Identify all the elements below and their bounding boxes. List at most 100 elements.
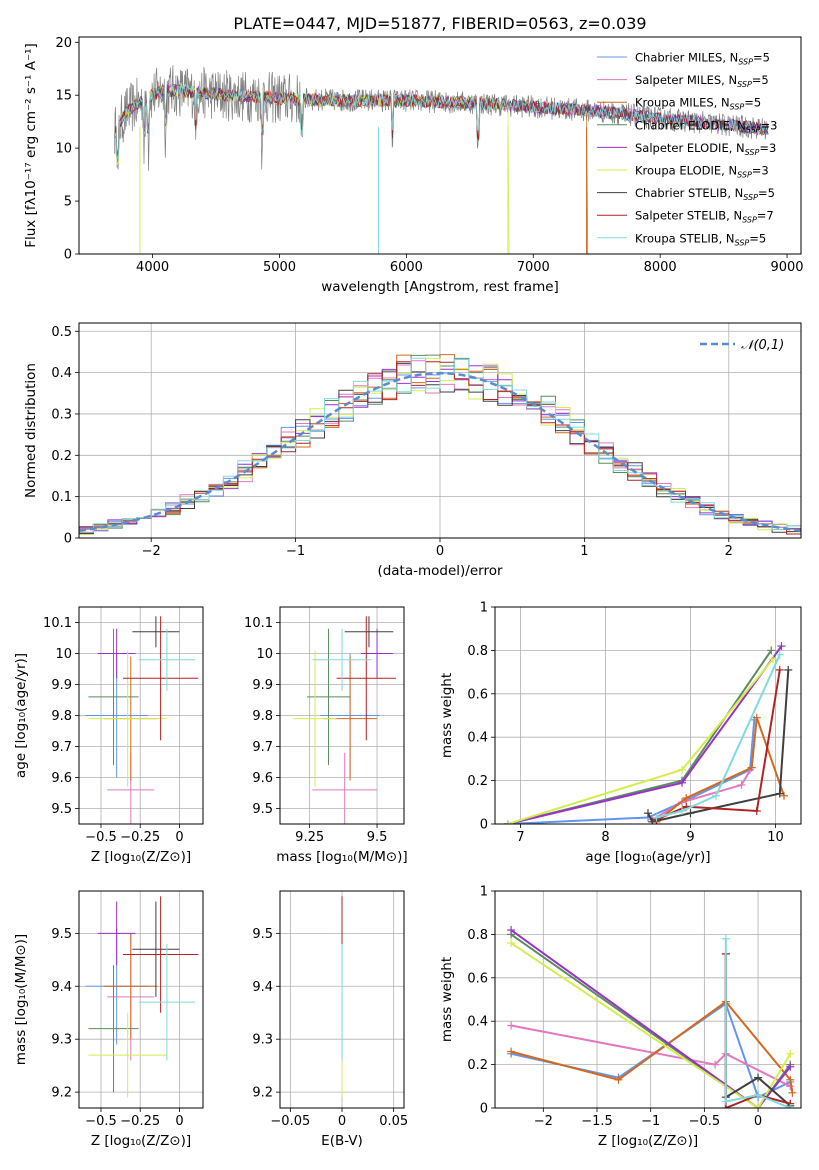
y-tick-label: 0.3 bbox=[51, 407, 72, 422]
y-tick-label: 9.5 bbox=[51, 802, 72, 817]
y-tick-label: 1 bbox=[480, 601, 488, 616]
y-axis-label: mass weight bbox=[439, 957, 455, 1042]
weight-marker bbox=[786, 1104, 795, 1108]
residual-histogram bbox=[79, 357, 801, 538]
y-tick-label: 9.8 bbox=[252, 709, 273, 724]
weight-marker bbox=[652, 813, 661, 822]
legend-label: Salpeter STELIB, NSSP=7 bbox=[635, 209, 774, 225]
y-tick-label: 10 bbox=[55, 142, 72, 157]
errorbar-point bbox=[88, 628, 139, 766]
weight-marker bbox=[678, 778, 686, 787]
weight-line bbox=[510, 942, 792, 1108]
legend-label: Kroupa STELIB, NSSP=5 bbox=[635, 231, 766, 247]
y-tick-label: 9.6 bbox=[252, 771, 273, 786]
errorbar-point bbox=[104, 933, 158, 1040]
weight-marker bbox=[503, 820, 512, 824]
weight-marker bbox=[721, 934, 730, 943]
errorbar-point bbox=[132, 901, 180, 997]
weight-marker bbox=[721, 1097, 730, 1106]
y-tick-label: 9.5 bbox=[252, 802, 273, 817]
x-axis-label: (data-model)/error bbox=[377, 563, 503, 579]
errorbar-point bbox=[138, 628, 196, 691]
weight-marker bbox=[768, 655, 777, 664]
errorbar-point bbox=[336, 616, 396, 741]
x-axis-label: E(B-V) bbox=[321, 1133, 363, 1149]
errorbar-point bbox=[312, 628, 372, 691]
y-tick-label: 10.1 bbox=[244, 616, 273, 631]
errorbar-point bbox=[138, 943, 196, 1061]
axes-frame-residuals bbox=[78, 322, 802, 539]
x-tick-label: −1.5 bbox=[581, 1114, 613, 1129]
x-tick-label: 9 bbox=[686, 830, 694, 845]
x-tick-label: −1 bbox=[286, 544, 305, 559]
legend-label: Salpeter ELODIE, NSSP=3 bbox=[635, 141, 776, 157]
plot-area-z_mass bbox=[79, 891, 203, 1108]
plot-area-z_weight bbox=[495, 891, 801, 1108]
axes-frame-age_weight bbox=[494, 606, 802, 825]
errorbar-point bbox=[312, 752, 378, 824]
errorbar-point bbox=[306, 628, 351, 766]
axes-frame-z_mass bbox=[78, 890, 204, 1109]
weight-marker bbox=[644, 809, 652, 818]
plot-area-age_weight bbox=[495, 607, 801, 824]
x-tick-label: −0.5 bbox=[85, 1114, 117, 1129]
x-tick-label: 7 bbox=[516, 830, 524, 845]
weight-line bbox=[510, 1024, 791, 1088]
x-tick-label: 5000 bbox=[263, 260, 296, 275]
legend-label: 𝒩(0,1) bbox=[741, 338, 784, 353]
weight-marker bbox=[682, 793, 691, 802]
y-tick-label: 0.1 bbox=[51, 490, 72, 505]
x-tick-label: 0.05 bbox=[379, 1114, 408, 1129]
y-axis-label: Normed distribution bbox=[23, 363, 39, 498]
weight-marker bbox=[507, 1021, 516, 1030]
y-tick-label: 9.2 bbox=[252, 1086, 273, 1101]
x-tick-label: −0.5 bbox=[85, 830, 117, 845]
axes-age_weight: 7 8 9 10 0 0.2 0.4 0.6 0.8 1 age [log₁₀(age/yr)] ma… bbox=[439, 601, 802, 865]
x-tick-label: 8 bbox=[601, 830, 609, 845]
legend-label: Salpeter MILES, NSSP=5 bbox=[635, 73, 769, 89]
weight-marker bbox=[737, 780, 746, 789]
y-tick-label: 15 bbox=[55, 89, 72, 104]
y-axis-label: age [log₁₀(age/yr)] bbox=[13, 653, 29, 778]
errorbar-point bbox=[88, 965, 139, 1093]
errorbar-point bbox=[122, 616, 199, 741]
y-tick-label: 9.3 bbox=[252, 1033, 273, 1048]
model-spectrum bbox=[114, 83, 769, 160]
axes-spectrum: 4000 5000 6000 7000 8000 9000 0 5 10 15 20 waveleng… bbox=[23, 36, 804, 295]
y-tick-label: 9.7 bbox=[252, 740, 273, 755]
y-tick-label: 0.8 bbox=[467, 928, 488, 943]
weight-line bbox=[724, 938, 791, 1108]
axes-layer: 4000 5000 6000 7000 8000 900005101520waveleng… bbox=[13, 36, 804, 1149]
y-tick-label: 9.5 bbox=[51, 927, 72, 942]
y-tick-label: 0.4 bbox=[467, 1015, 488, 1030]
errorbar-point bbox=[97, 628, 136, 679]
weight-marker bbox=[678, 765, 686, 774]
y-tick-label: 9.9 bbox=[51, 678, 72, 693]
x-tick-label: 9.5 bbox=[367, 830, 388, 845]
y-tick-label: 0 bbox=[64, 248, 72, 263]
errorbar-point bbox=[122, 896, 199, 1013]
x-tick-label: 4000 bbox=[136, 260, 169, 275]
plot-area-spectrum bbox=[114, 65, 769, 254]
axes-z_weight: −2 −1.5 −1 −0.5 0 0 0.2 0.4 0.6 0.8 1 Z [log₁₀(Z/Z⊙… bbox=[439, 885, 802, 1149]
y-tick-label: 0 bbox=[480, 818, 488, 833]
weight-marker bbox=[754, 1104, 763, 1108]
y-tick-label: 0 bbox=[64, 532, 72, 547]
y-axis-label: mass weight bbox=[439, 673, 455, 758]
axes-z_mass: −0.5 −0.25 0 9.2 9.3 9.4 9.5 Z [log₁₀(Z/Z⊙)] mas… bbox=[13, 890, 204, 1149]
x-tick-label: 8000 bbox=[644, 260, 677, 275]
x-tick-label: 9000 bbox=[770, 260, 803, 275]
legend-label: Chabrier ELODIE, NSSP=3 bbox=[635, 118, 777, 134]
y-tick-label: 10 bbox=[55, 647, 72, 662]
legend-label: Kroupa ELODIE, NSSP=3 bbox=[635, 164, 769, 180]
weight-marker bbox=[507, 1047, 516, 1056]
weight-line bbox=[507, 658, 774, 824]
weight-marker bbox=[752, 713, 761, 722]
errorbar-point bbox=[88, 650, 167, 787]
y-tick-label: 0.5 bbox=[51, 325, 72, 340]
x-axis-label: Z [log₁₀(Z/Z⊙)] bbox=[91, 849, 191, 865]
x-tick-label: 0 bbox=[754, 1114, 762, 1129]
x-axis-label: Z [log₁₀(Z/Z⊙)] bbox=[91, 1133, 191, 1149]
y-tick-label: 9.4 bbox=[252, 980, 273, 995]
errorbar-point bbox=[97, 901, 136, 966]
